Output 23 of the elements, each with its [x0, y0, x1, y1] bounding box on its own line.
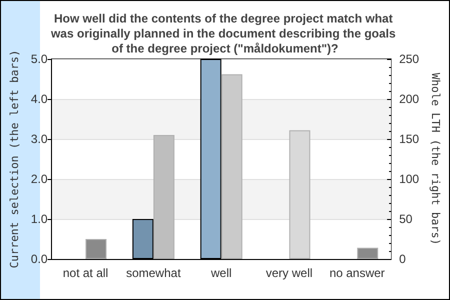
bar: [86, 239, 107, 259]
y2-tick-label: 150: [399, 132, 420, 146]
x-tick-label: well: [210, 266, 232, 280]
x-tick-label: not at all: [62, 266, 108, 280]
x-tick-label: very well: [266, 266, 313, 280]
x-tick-label: somewhat: [126, 266, 182, 280]
y-tick-label: 1.0: [30, 212, 48, 226]
y2-axis-title: Whole LTH (the right bars): [429, 72, 442, 246]
y-tick-label: 0.0: [30, 252, 48, 266]
y-tick-label: 2.0: [30, 172, 48, 186]
y-tick-label: 5.0: [30, 52, 48, 66]
y2-tick-label: 100: [399, 172, 420, 186]
chart-title: How well did the contents of the degree project match what was originally planned in the document describing the goals of the degree project ("måldokument")?: [50, 12, 400, 56]
x-tick-label: no answer: [329, 266, 385, 280]
bar: [357, 248, 378, 259]
y-tick-label: 3.0: [30, 132, 48, 146]
y-tick-label: 4.0: [30, 92, 48, 106]
y2-tick-label: 200: [399, 92, 420, 106]
y2-tick-label: 250: [399, 52, 420, 66]
y-axis-title: Current selection (the left bars): [8, 50, 21, 268]
bar: [153, 135, 174, 259]
y2-tick-label: 50: [399, 212, 413, 226]
y2-tick-label: 0: [399, 252, 406, 266]
